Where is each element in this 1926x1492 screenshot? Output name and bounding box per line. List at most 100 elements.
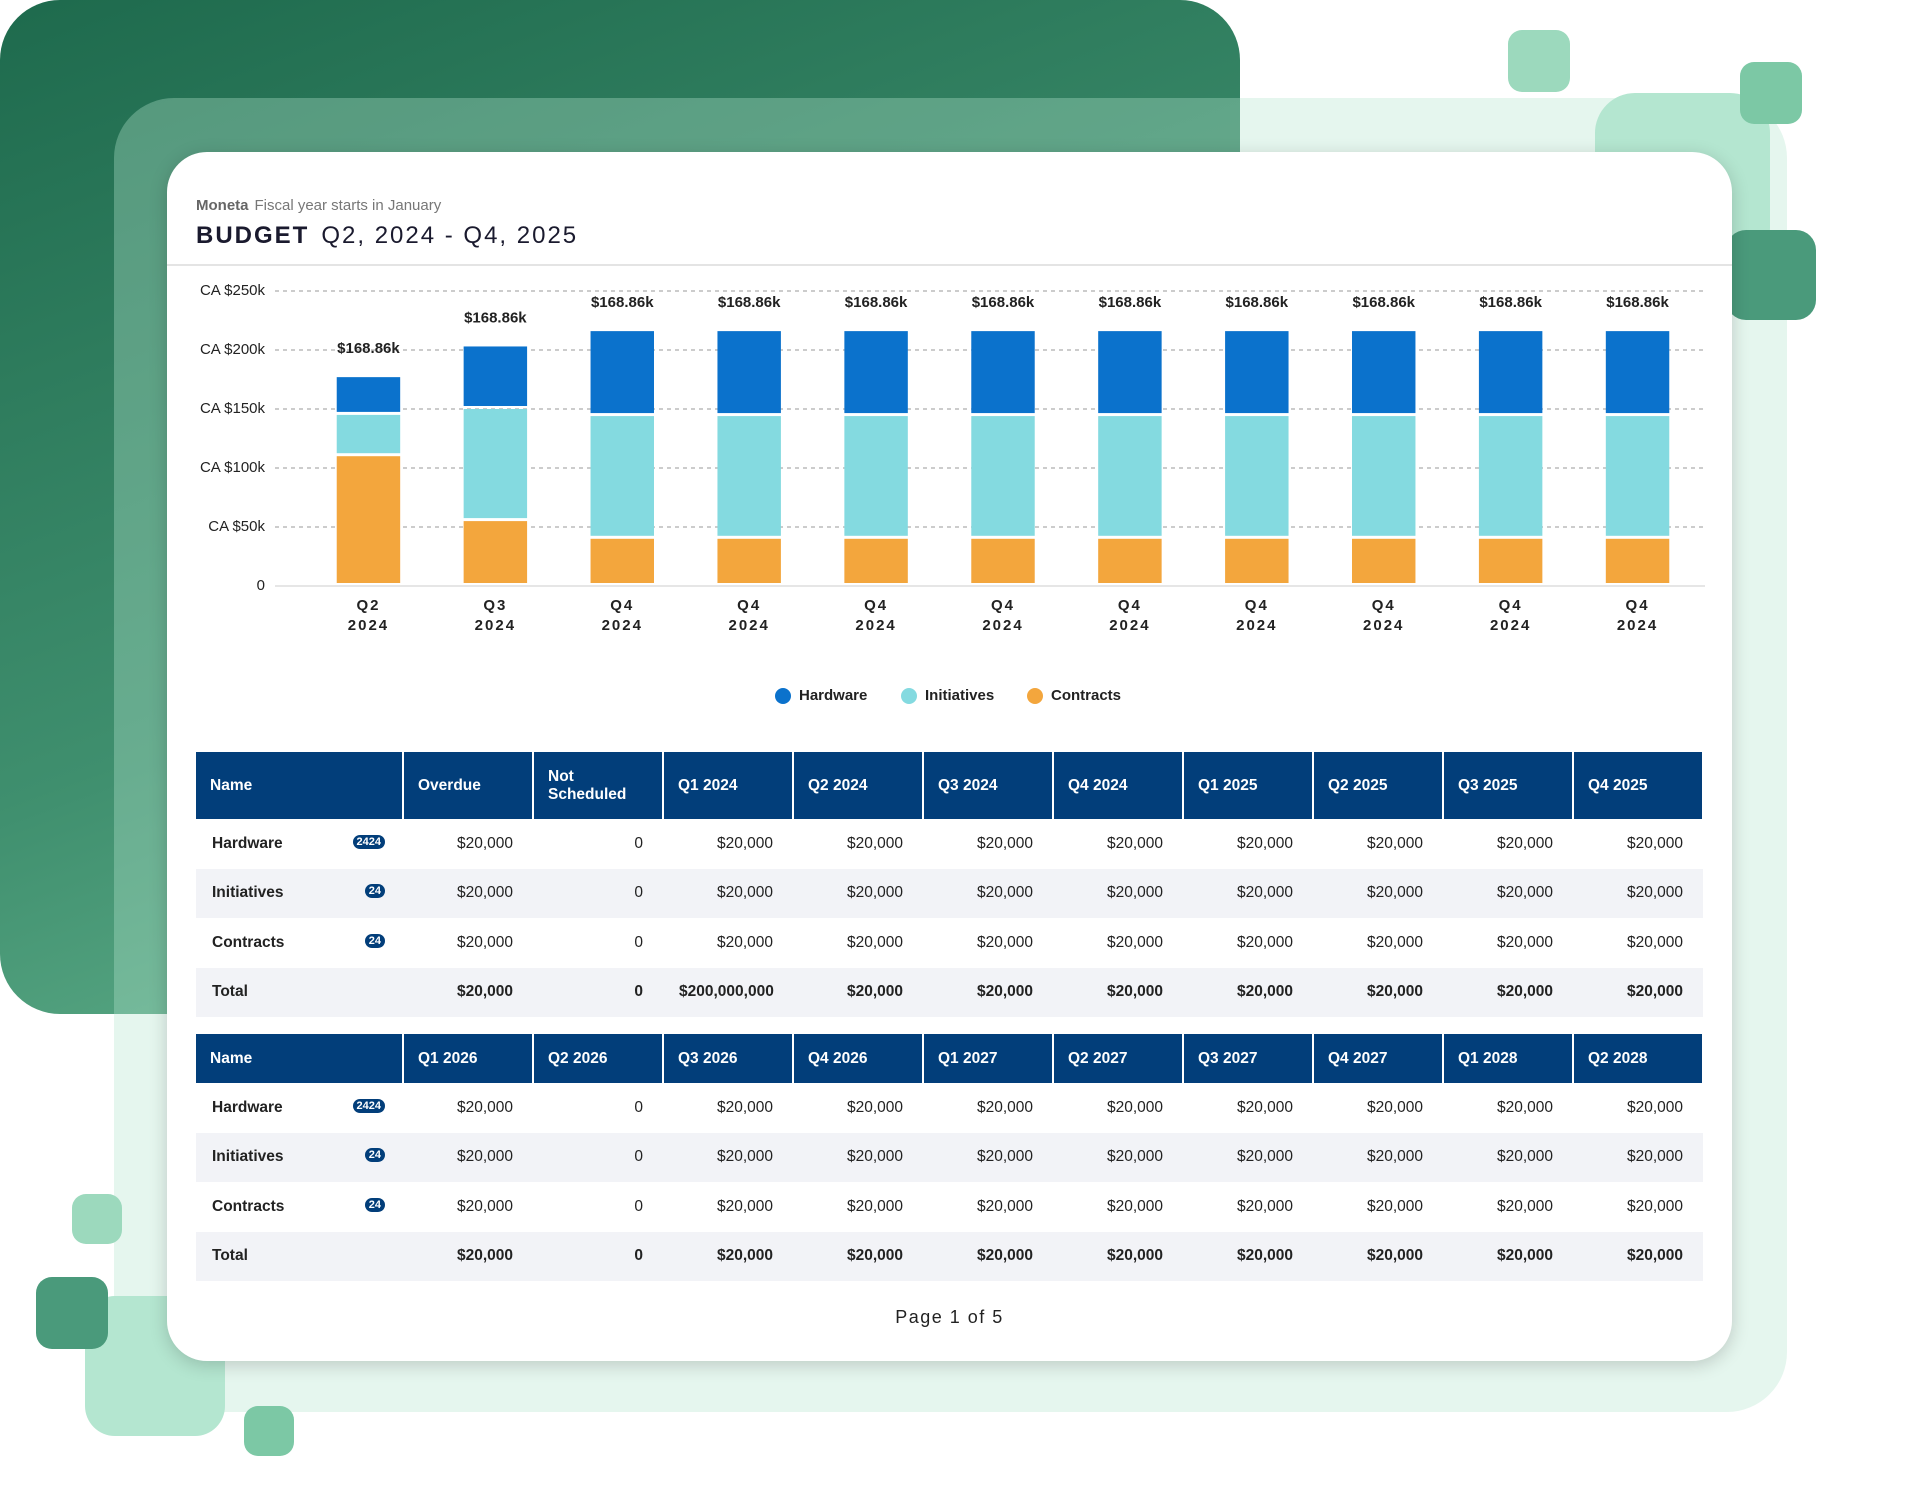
row-label: Contracts (212, 1197, 285, 1215)
x-tick-label: Q4 2024 (1617, 597, 1658, 634)
table-row: Initiatives 24 $20,000 0 $20,000 $20,000 $20,0… (196, 1132, 1703, 1182)
cell: $20,000 (923, 1231, 1053, 1281)
column-header: Name (196, 1034, 404, 1083)
table-row: Contracts 24 $20,000 0 $20,000 $20,000 $20,000… (196, 1182, 1703, 1232)
cell: $20,000 (663, 868, 793, 918)
badge: 2424 (352, 834, 385, 849)
cell: $20,000 (1313, 967, 1443, 1017)
brand-line: Moneta Fiscal year starts in January (196, 197, 441, 214)
bar-segment (844, 416, 908, 536)
cell: $20,000 (1496, 834, 1553, 852)
column-header: Overdue (403, 752, 534, 819)
total-label: $168.86k (464, 309, 527, 326)
column-header: Q3 2025 (1443, 752, 1574, 819)
column-header: Q4 2025 (1573, 752, 1704, 819)
cell: $20,000 (403, 1231, 533, 1281)
cell: $20,000 (456, 1197, 513, 1215)
row-name: Initiatives 24 (196, 868, 403, 918)
row-name: Initiatives 24 (196, 1132, 403, 1182)
data-table: Name Overdue Not Scheduled Q1 2024 Q2 2024 Q3… (196, 752, 1704, 1017)
cell: 0 (634, 834, 643, 852)
cell: 0 (634, 1098, 643, 1116)
cell: $20,000 (1053, 1231, 1183, 1281)
column-header: Name (196, 752, 404, 819)
cell: $20,000 (1183, 967, 1313, 1017)
x-tick-label: Q4 2024 (1490, 597, 1531, 634)
row-label: Hardware (212, 1098, 283, 1116)
row-name: Total (196, 1231, 403, 1281)
column-header: Q1 2027 (923, 1034, 1054, 1083)
cell: $20,000 (1053, 868, 1183, 918)
row-label: Initiatives (212, 1148, 284, 1166)
cell: $20,000 (1443, 1132, 1573, 1182)
column-header: Q2 2025 (1313, 752, 1444, 819)
cell: $20,000 (1443, 1231, 1573, 1281)
bar-segment (717, 538, 781, 583)
cell: $20,000 (1313, 1231, 1443, 1281)
bar-segment (971, 331, 1035, 414)
bar-segment (463, 409, 528, 519)
badge: 24 (364, 884, 385, 899)
cell: $20,000 (1236, 933, 1293, 951)
cell: $20,000 (1313, 868, 1443, 918)
total-label: $168.86k (591, 294, 654, 311)
x-tick-label: Q4 2024 (1363, 597, 1404, 634)
legend-label: Hardware (799, 687, 867, 704)
y-tick-label: CA $200k (200, 341, 266, 358)
cell: $20,000 (663, 1231, 793, 1281)
total-label: $168.86k (845, 294, 908, 311)
total-label: $168.86k (1352, 294, 1415, 311)
badge: 24 (364, 1148, 385, 1163)
cell: 0 (634, 1197, 643, 1215)
cell: $20,000 (1496, 1098, 1553, 1116)
total-label: $168.86k (1099, 294, 1162, 311)
chart: 0 CA $50k CA $100k CA $150k CA $200k CA $250k… (200, 282, 1705, 704)
bar-segment (336, 414, 401, 454)
row-label: Contracts (212, 933, 285, 951)
column-header: Q1 2028 (1443, 1034, 1574, 1083)
x-tick-label: Q3 2024 (475, 597, 516, 634)
bar-segment (336, 456, 401, 583)
total-label: $168.86k (1226, 294, 1289, 311)
cell: $20,000 (1053, 967, 1183, 1017)
column-header: Q3 2027 (1183, 1034, 1314, 1083)
x-tick-label: Q4 2024 (855, 597, 896, 634)
title-line: BUDGET Q2, 2024 - Q4, 2025 (196, 222, 578, 250)
cell: $20,000 (1366, 1197, 1423, 1215)
column-header: Q4 2027 (1313, 1034, 1444, 1083)
y-tick-label: CA $150k (200, 400, 266, 417)
row-label: Total (212, 983, 248, 1001)
cell: $20,000 (846, 1197, 903, 1215)
bar-segment (1605, 538, 1670, 583)
bar-segment (1098, 331, 1162, 414)
title: BUDGET (196, 222, 310, 249)
cell: $20,000 (846, 933, 903, 951)
row-label: Total (212, 1247, 248, 1265)
cell: $20,000 (976, 1197, 1033, 1215)
cell: $20,000 (1053, 1132, 1183, 1182)
bar-segment (1605, 331, 1670, 414)
column-header: Q2 2026 (533, 1034, 664, 1083)
table-row: Initiatives 24 $20,000 0 $20,000 $20,000 $20,0… (196, 868, 1703, 918)
cell: $20,000 (923, 868, 1053, 918)
column-header: Q1 2025 (1183, 752, 1314, 819)
cell: $20,000 (1496, 933, 1553, 951)
cell: $20,000 (1183, 1231, 1313, 1281)
bar-segment (590, 416, 654, 536)
pager: Page 1 of 5 (895, 1307, 1004, 1327)
table-row: Total $20,000 0 $20,000 $20,000 $20,000 $20,00… (196, 1231, 1703, 1281)
y-tick-label: CA $50k (208, 518, 265, 535)
column-header: Q3 2026 (663, 1034, 794, 1083)
cell: $20,000 (716, 1197, 773, 1215)
cell: 0 (533, 967, 663, 1017)
bg-square (1508, 30, 1570, 92)
column-header: Q1 2024 (663, 752, 794, 819)
bar-segment (1225, 538, 1289, 583)
x-tick-label: Q4 2024 (728, 597, 769, 634)
cell: $20,000 (976, 933, 1033, 951)
note: Fiscal year starts in January (254, 197, 442, 214)
column-header: Q4 2026 (793, 1034, 924, 1083)
bg-square (36, 1277, 108, 1349)
cell: $20,000 (456, 933, 513, 951)
bar-segment (1478, 538, 1543, 583)
